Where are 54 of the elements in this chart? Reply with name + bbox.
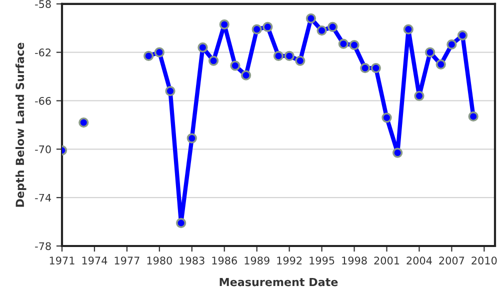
x-tick-label: 1971 <box>50 256 74 264</box>
point <box>144 50 154 62</box>
point <box>457 30 468 40</box>
point <box>360 62 370 74</box>
x-tick-label: 1998 <box>342 256 367 264</box>
x-tick-label: 1980 <box>147 256 172 264</box>
x-tick-label: 1989 <box>244 256 270 264</box>
y-axis-title: Depth Below Land Surface <box>15 42 26 207</box>
x-tick-label: 2010 <box>472 256 497 264</box>
point <box>316 25 327 36</box>
point <box>186 133 197 144</box>
x-tick-label: 1983 <box>180 256 204 264</box>
y-tick-label: -74 <box>35 194 51 202</box>
x-tick-label: 2007 <box>439 256 464 264</box>
point <box>240 70 252 80</box>
point <box>424 47 436 58</box>
point <box>338 38 349 49</box>
point <box>165 86 176 96</box>
point <box>370 62 381 74</box>
point <box>446 39 457 50</box>
point <box>219 19 230 30</box>
point <box>295 56 306 66</box>
point <box>176 218 186 228</box>
point <box>382 112 392 123</box>
point <box>78 117 89 128</box>
point <box>262 22 273 32</box>
x-tick-label: 1992 <box>277 256 302 264</box>
point <box>273 50 284 62</box>
point <box>306 13 316 24</box>
point <box>436 59 446 70</box>
x-axis-title: Measurement Date <box>220 278 338 286</box>
point <box>208 56 219 66</box>
point <box>349 40 360 50</box>
y-tick-label: -58 <box>35 0 51 8</box>
x-tick-label: 1986 <box>212 256 237 264</box>
x-tick-label: 1977 <box>114 256 140 264</box>
y-tick-label: -66 <box>35 96 51 105</box>
y-tick-label: -62 <box>35 48 51 56</box>
point <box>284 50 294 62</box>
point <box>154 47 164 58</box>
x-tick-label: 1974 <box>82 256 108 264</box>
point <box>328 22 338 32</box>
y-tick-label: -70 <box>35 145 51 154</box>
x-tick-label: 2001 <box>374 256 400 264</box>
point <box>252 24 262 34</box>
x-tick-label: 2004 <box>406 256 432 264</box>
point <box>414 90 424 101</box>
y-tick-label: -78 <box>35 242 51 250</box>
x-tick-label: 1995 <box>310 256 334 264</box>
point <box>403 24 414 34</box>
point <box>198 42 208 53</box>
point <box>468 111 478 122</box>
point <box>230 60 240 71</box>
point <box>392 148 403 158</box>
